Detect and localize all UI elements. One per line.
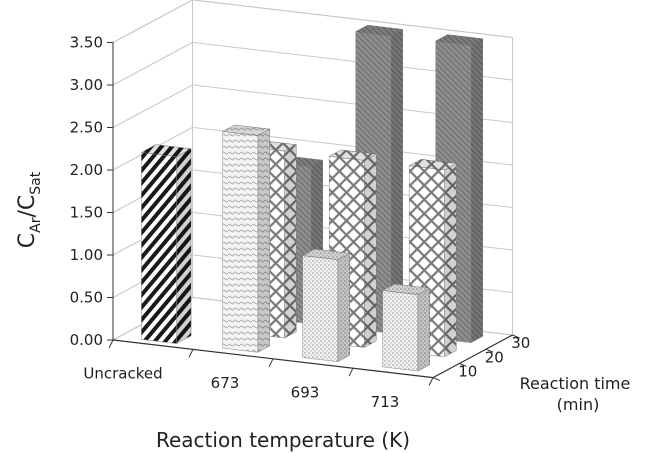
bar-top bbox=[328, 149, 378, 161]
z-tick bbox=[512, 334, 520, 339]
bar-front bbox=[222, 131, 259, 353]
gridline bbox=[112, 0, 513, 43]
z-axis-title-line1: Reaction time bbox=[520, 374, 631, 393]
bar-693-10 bbox=[301, 248, 351, 363]
x-tick bbox=[348, 367, 354, 377]
gridline bbox=[112, 211, 513, 256]
bar-top-shade bbox=[302, 249, 350, 260]
bar-top bbox=[301, 248, 351, 260]
y-axis-title: CAr/CSat bbox=[15, 171, 44, 248]
bar-top bbox=[381, 283, 431, 295]
y-tick-label: 0.00 bbox=[70, 331, 103, 349]
bar-side-shade bbox=[390, 29, 403, 334]
x-tick-label: 693 bbox=[291, 384, 320, 402]
bar-693-20 bbox=[328, 149, 378, 348]
y-tick-label: 3.50 bbox=[70, 34, 103, 52]
bar-top-shade bbox=[382, 284, 430, 295]
bar-top-shade bbox=[435, 34, 483, 46]
x-axis-title: Reaction temperature (K) bbox=[156, 428, 410, 452]
bar-top bbox=[408, 159, 458, 171]
x-tick bbox=[268, 358, 274, 368]
gridline bbox=[112, 84, 513, 128]
bar-top bbox=[354, 24, 404, 37]
z-tick-label: 20 bbox=[485, 348, 504, 366]
gridline bbox=[112, 254, 513, 298]
x-tick bbox=[428, 377, 434, 386]
x-tick bbox=[188, 349, 194, 358]
bar-side-shade bbox=[284, 144, 297, 339]
y-tick-label: 3.00 bbox=[70, 76, 103, 94]
bar-side-shade bbox=[176, 148, 192, 344]
z-tick bbox=[459, 362, 467, 367]
gridline bbox=[112, 126, 513, 171]
bar-front bbox=[141, 152, 177, 344]
chart-axes bbox=[107, 42, 520, 386]
bar-top-shade bbox=[409, 159, 457, 170]
bar-top bbox=[140, 144, 192, 157]
gridline bbox=[112, 169, 513, 213]
bar-side-shade bbox=[337, 253, 350, 362]
bar-top bbox=[221, 124, 271, 136]
bar-673-10 bbox=[221, 124, 271, 353]
z-tick-label: 30 bbox=[511, 334, 530, 352]
y-tick-label: 2.00 bbox=[70, 161, 103, 179]
z-tick bbox=[432, 377, 441, 382]
z-tick-label: 10 bbox=[458, 363, 477, 381]
bar-front bbox=[302, 255, 339, 362]
x-tick-label: 673 bbox=[211, 374, 240, 392]
gridline bbox=[112, 41, 513, 86]
y-tick-label: 0.50 bbox=[70, 289, 103, 307]
bar-side-shade bbox=[364, 154, 377, 348]
bar-top-shade bbox=[329, 149, 377, 161]
bar-713-10 bbox=[381, 283, 431, 372]
bar-side-shade bbox=[470, 38, 483, 343]
bar-side-shade bbox=[257, 129, 270, 353]
z-axis-title-line2: (min) bbox=[557, 395, 600, 414]
chart-labels: 0.00 0.50 1.00 1.50 2.00 2.50 3.00 3.50 Uncracke… bbox=[15, 34, 630, 453]
bar-front bbox=[382, 290, 419, 372]
bar-top-shade bbox=[355, 25, 403, 36]
bar-top bbox=[434, 34, 484, 46]
bar-Uncracked-10 bbox=[140, 144, 192, 345]
x-tick-label: Uncracked bbox=[83, 365, 162, 383]
chart-bars bbox=[140, 24, 484, 372]
y-tick-label: 1.00 bbox=[70, 246, 103, 264]
z-axis-line bbox=[432, 334, 513, 379]
bar-side-shade bbox=[417, 288, 430, 372]
bar-side-shade bbox=[444, 163, 457, 357]
y-tick-label: 1.50 bbox=[70, 204, 103, 222]
y-tick-label: 2.50 bbox=[70, 119, 103, 137]
bar-top-shade bbox=[141, 144, 192, 157]
x-tick-label: 713 bbox=[371, 393, 400, 411]
x-tick bbox=[108, 339, 114, 349]
bar-top-shade bbox=[222, 125, 270, 136]
z-tick bbox=[485, 348, 494, 353]
